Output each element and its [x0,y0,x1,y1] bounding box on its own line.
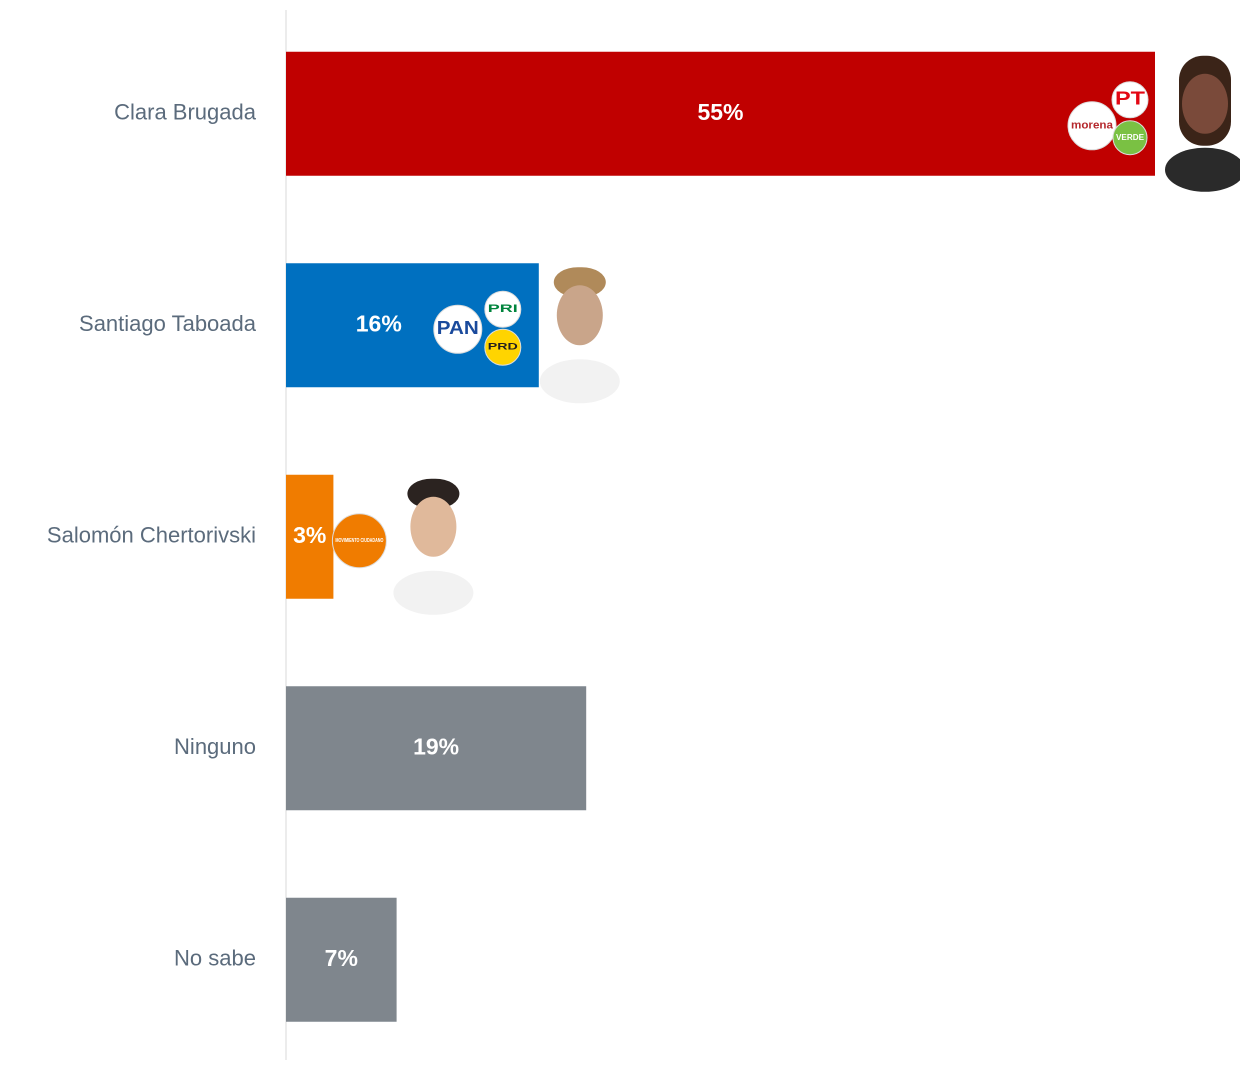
category-label: No sabe [174,946,256,971]
party-logo-text: PRI [488,303,518,315]
party-logo-text: PT [1115,89,1145,109]
value-label: 16% [356,310,402,336]
photo-shoulders [540,359,620,403]
photo-shoulders [393,571,473,615]
category-label: Santiago Taboada [79,311,257,336]
chart: Clara Brugada 55% morenaPT VERDE Santiago Ta… [0,0,1240,1060]
candidate-photo [393,479,473,615]
party-logo-text: MOVIMIENTO CIUDADANO [335,538,383,544]
value-label: 3% [293,522,326,548]
party-logo-text: VERDE [1116,133,1145,142]
party-logo-text: morena [1071,120,1114,132]
photo-shoulders [1165,148,1240,192]
value-label: 7% [325,945,358,971]
candidate-photo [540,267,620,403]
category-label: Ninguno [174,734,256,759]
value-label: 55% [697,99,743,125]
category-label: Salomón Chertorivski [47,523,256,548]
value-label: 19% [413,733,459,759]
category-label: Clara Brugada [114,100,257,125]
candidate-photo [1165,56,1240,192]
photo-face [410,497,456,557]
photo-face [557,285,603,345]
party-logo-text: PRD [488,342,519,352]
party-logo-text: PAN [437,318,479,338]
photo-face [1182,74,1228,134]
